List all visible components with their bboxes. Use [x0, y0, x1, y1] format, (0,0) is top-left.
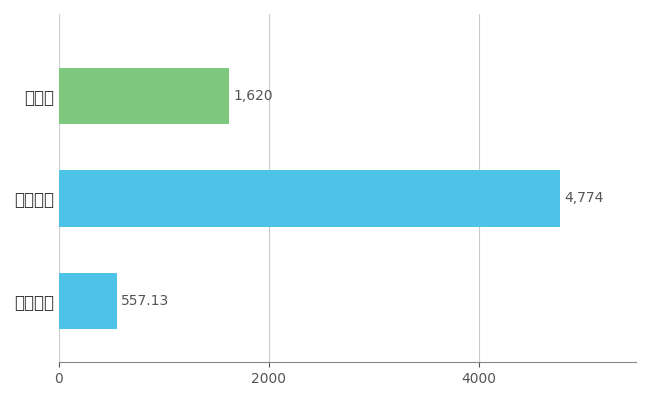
Text: 557.13: 557.13 — [122, 294, 170, 308]
Text: 1,620: 1,620 — [233, 89, 272, 103]
Text: 4,774: 4,774 — [564, 191, 603, 205]
Bar — [58, 170, 560, 226]
Bar — [58, 273, 117, 329]
Bar — [58, 68, 229, 124]
